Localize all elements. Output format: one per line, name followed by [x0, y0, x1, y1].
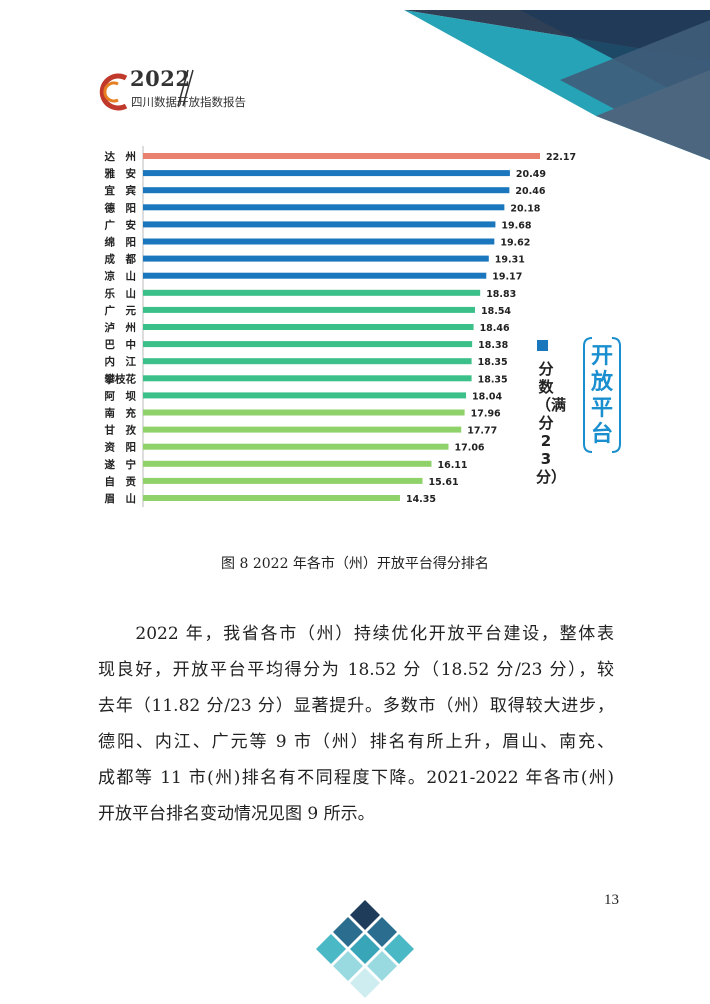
value-label: 17.06 [454, 443, 484, 454]
category-label: 绵 阳 [105, 236, 137, 249]
value-label: 14.35 [406, 494, 436, 505]
body-line: 德阳、内江、广元等 9 市（州）排名有所上升，眉山、南充、 [98, 732, 614, 752]
value-label: 22.17 [546, 152, 576, 163]
bar [143, 443, 449, 450]
bar [143, 358, 472, 365]
value-label: 19.62 [500, 238, 530, 249]
category-label: 自 贡 [105, 475, 137, 488]
footer-diamond-decoration [316, 900, 414, 998]
bar [143, 392, 467, 399]
header-year: 2022 [130, 66, 191, 91]
value-label: 19.17 [492, 272, 522, 283]
bar [143, 477, 423, 484]
bar [143, 255, 489, 262]
category-label: 资 阳 [105, 441, 137, 454]
body-line: 2022 年，我省各市（州）持续优化开放平台建设，整体表 [98, 624, 614, 644]
value-label: 18.46 [480, 323, 510, 334]
bar [143, 187, 510, 194]
header-slash-decoration [177, 69, 194, 107]
value-label: 18.38 [478, 340, 508, 351]
bar [143, 221, 496, 228]
category-label: 达 州 [105, 150, 137, 163]
corner-decoration [404, 10, 710, 160]
page-number: 13 [604, 892, 619, 908]
category-label: 泸 州 [105, 321, 137, 334]
body-line: 现良好，开放平台平均得分为 18.52 分（18.52 分/23 分），较 [98, 660, 614, 680]
category-label: 南 充 [105, 407, 137, 420]
body-line: 成都等 11 市(州)排名有不同程度下降。2021-2022 年各市(州) [98, 768, 614, 788]
ranking-bar-chart: 达 州 22.17 雅 安 20.49 宜 宾 20.46 德 阳 20.18 广 安 19.68… [104, 146, 576, 508]
value-label: 20.18 [510, 203, 540, 214]
value-label: 18.04 [472, 391, 502, 402]
category-label: 眉 山 [105, 492, 137, 505]
category-label: 内 江 [105, 355, 137, 368]
body-line: 去年（11.82 分/23 分）显著提升。多数市（州）取得较大进步， [98, 696, 614, 716]
value-label: 18.54 [481, 306, 511, 317]
category-label: 德 阳 [104, 201, 137, 214]
category-label: 甘 孜 [105, 424, 137, 437]
category-label: 广 元 [105, 304, 137, 317]
bar [143, 289, 481, 296]
value-label: 20.46 [515, 186, 545, 197]
category-label: 阿 坝 [105, 389, 137, 402]
category-label: 遂 宁 [105, 458, 137, 471]
bar [143, 272, 487, 279]
value-label: 18.35 [478, 374, 508, 385]
category-label: 巴 中 [105, 338, 137, 351]
bar [143, 153, 540, 159]
bar [143, 409, 465, 416]
bar [143, 375, 472, 382]
category-label: 成 都 [105, 253, 137, 266]
category-label: 宜 宾 [105, 184, 137, 197]
category-label: 攀枝花 [104, 372, 137, 385]
value-label: 16.11 [437, 460, 467, 471]
value-label: 18.83 [486, 289, 516, 300]
body-paragraph: 2022 年，我省各市（州）持续优化开放平台建设，整体表 现良好，开放平台平均得… [98, 616, 614, 832]
report-logo-icon [99, 73, 128, 111]
bar [143, 170, 510, 177]
bar [143, 204, 505, 211]
value-label: 19.31 [495, 255, 525, 266]
bar [143, 324, 474, 330]
category-label: 雅 安 [105, 167, 137, 180]
category-label: 广 安 [105, 218, 137, 231]
value-label: 15.61 [429, 477, 459, 488]
value-label: 17.77 [467, 426, 497, 437]
value-label: 18.35 [478, 357, 508, 368]
body-line: 开放平台排名变动情况见图 9 所示。 [98, 804, 375, 824]
header-title: 四川数据开放指数报告 [131, 95, 246, 109]
figure-caption: 图 8 2022 年各市（州）开放平台得分排名 [221, 556, 489, 572]
category-label: 凉 山 [105, 270, 137, 283]
bar [143, 426, 462, 433]
value-label: 17.96 [471, 409, 501, 420]
legend-label: 分数（满分23分） [536, 360, 567, 486]
bar [143, 341, 473, 348]
bar [143, 238, 495, 245]
value-label: 19.68 [501, 220, 531, 231]
bar [143, 306, 475, 313]
bar [143, 460, 432, 467]
value-label: 20.49 [516, 169, 546, 180]
legend-swatch [537, 340, 548, 351]
side-title: 开放平台 [590, 344, 613, 447]
side-title-bracket [583, 337, 621, 453]
category-label: 乐 山 [105, 287, 137, 300]
bar [143, 495, 400, 501]
